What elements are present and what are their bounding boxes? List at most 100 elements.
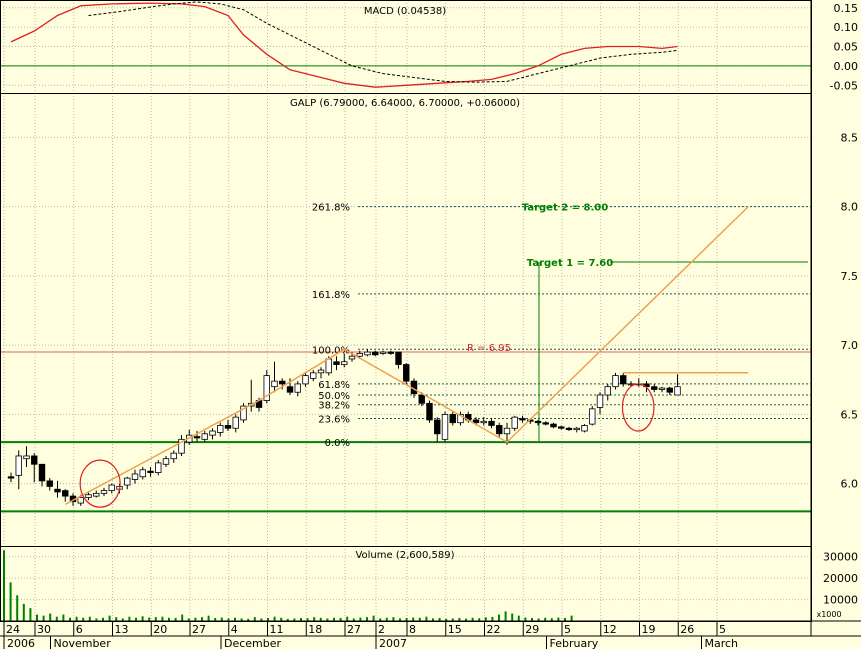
price-tick-label: 8.0: [841, 201, 859, 214]
fib-level-label: 38.2%: [318, 401, 350, 412]
candle-body: [573, 427, 580, 431]
candle: [85, 491, 92, 501]
candle: [565, 426, 573, 432]
candle-body: [31, 455, 38, 465]
candle: [341, 353, 348, 368]
candle: [333, 356, 340, 371]
day-label: 19: [642, 623, 656, 636]
month-label: February: [550, 637, 599, 649]
macd-tick-label: 0.05: [834, 41, 859, 54]
candle: [46, 478, 53, 491]
candle: [612, 372, 619, 390]
volume-tick-label: 10000: [823, 594, 858, 607]
day-label: 24: [6, 623, 20, 636]
candle: [449, 411, 456, 426]
candle-body: [240, 405, 247, 421]
day-label: 2: [378, 623, 385, 636]
price-tick-label: 7.5: [841, 270, 859, 283]
day-label: 5: [564, 623, 571, 636]
candle: [620, 372, 627, 387]
candle-body: [7, 476, 15, 479]
price-tick-label: 7.0: [841, 339, 859, 352]
candle: [240, 403, 247, 423]
candle: [434, 417, 441, 443]
candle: [23, 446, 30, 468]
day-label: 27: [347, 623, 361, 636]
macd-tick-label: 0.15: [834, 2, 859, 15]
candle: [302, 372, 309, 387]
candle: [232, 414, 239, 433]
candle-body: [658, 387, 666, 390]
candle: [224, 419, 232, 432]
candle-body: [38, 463, 46, 482]
candle-body: [558, 426, 565, 429]
candle: [651, 383, 658, 393]
candle: [496, 422, 503, 438]
candle: [7, 472, 15, 483]
candle-body: [23, 455, 30, 460]
candle: [271, 361, 278, 393]
price-panel: 8.5 8.0 7.5 7.0 6.5 6.0 GALP (6.79000, 6.64000…: [0, 98, 859, 513]
candle: [193, 431, 201, 443]
fib-level-label: 0.0%: [325, 438, 350, 449]
macd-tick-label: -0.05: [830, 79, 858, 92]
candle: [418, 392, 425, 407]
candle: [395, 351, 402, 369]
candle: [263, 370, 270, 404]
candle-body: [147, 470, 154, 473]
candle-body: [62, 490, 69, 497]
candle: [519, 415, 526, 423]
target-label: Target 1 = 7.60: [527, 258, 613, 269]
candle: [31, 453, 38, 483]
candle-body: [224, 425, 232, 429]
fib-level-label: 23.6%: [318, 415, 350, 426]
candle-body: [372, 351, 379, 356]
candle: [426, 400, 433, 423]
volume-tick-label: 20000: [823, 572, 858, 585]
candle-body: [294, 383, 301, 393]
candle-body: [457, 413, 464, 424]
candle: [108, 483, 115, 494]
candle-body: [519, 418, 526, 421]
candle-body: [131, 473, 139, 480]
candle-body: [604, 386, 611, 396]
candle-body: [325, 358, 332, 374]
candle-body: [472, 419, 480, 424]
candle: [15, 450, 22, 490]
candle: [201, 431, 208, 443]
candle-body: [379, 351, 387, 354]
candle-body: [395, 351, 402, 365]
candle-body: [139, 469, 146, 478]
day-label: 27: [192, 623, 206, 636]
macd-title: MACD (0.04538): [364, 6, 446, 17]
candle-body: [155, 462, 162, 473]
candle: [162, 455, 170, 468]
candle: [372, 350, 379, 357]
volume-tick-label: 30000: [823, 551, 858, 564]
candle: [589, 406, 596, 426]
candle-body: [449, 413, 456, 424]
candle: [317, 367, 325, 379]
day-label: 29: [525, 623, 539, 636]
candle: [217, 422, 224, 437]
candle-body: [193, 436, 201, 439]
candle: [480, 417, 487, 426]
candle: [38, 463, 46, 487]
candle: [511, 415, 518, 432]
trend-line: [64, 206, 749, 506]
candle: [403, 363, 410, 384]
candle-body: [480, 420, 487, 424]
candle-body: [581, 425, 588, 432]
candle-body: [434, 419, 441, 435]
candle-body: [503, 427, 511, 435]
candle-body: [54, 488, 61, 493]
candle-body: [263, 375, 270, 401]
candle: [581, 424, 588, 433]
candle-body: [387, 351, 394, 354]
day-label: 18: [308, 623, 322, 636]
candle: [364, 349, 371, 357]
candle: [178, 435, 185, 456]
candle: [542, 421, 549, 426]
candle-body: [426, 402, 433, 421]
candle: [139, 467, 146, 480]
